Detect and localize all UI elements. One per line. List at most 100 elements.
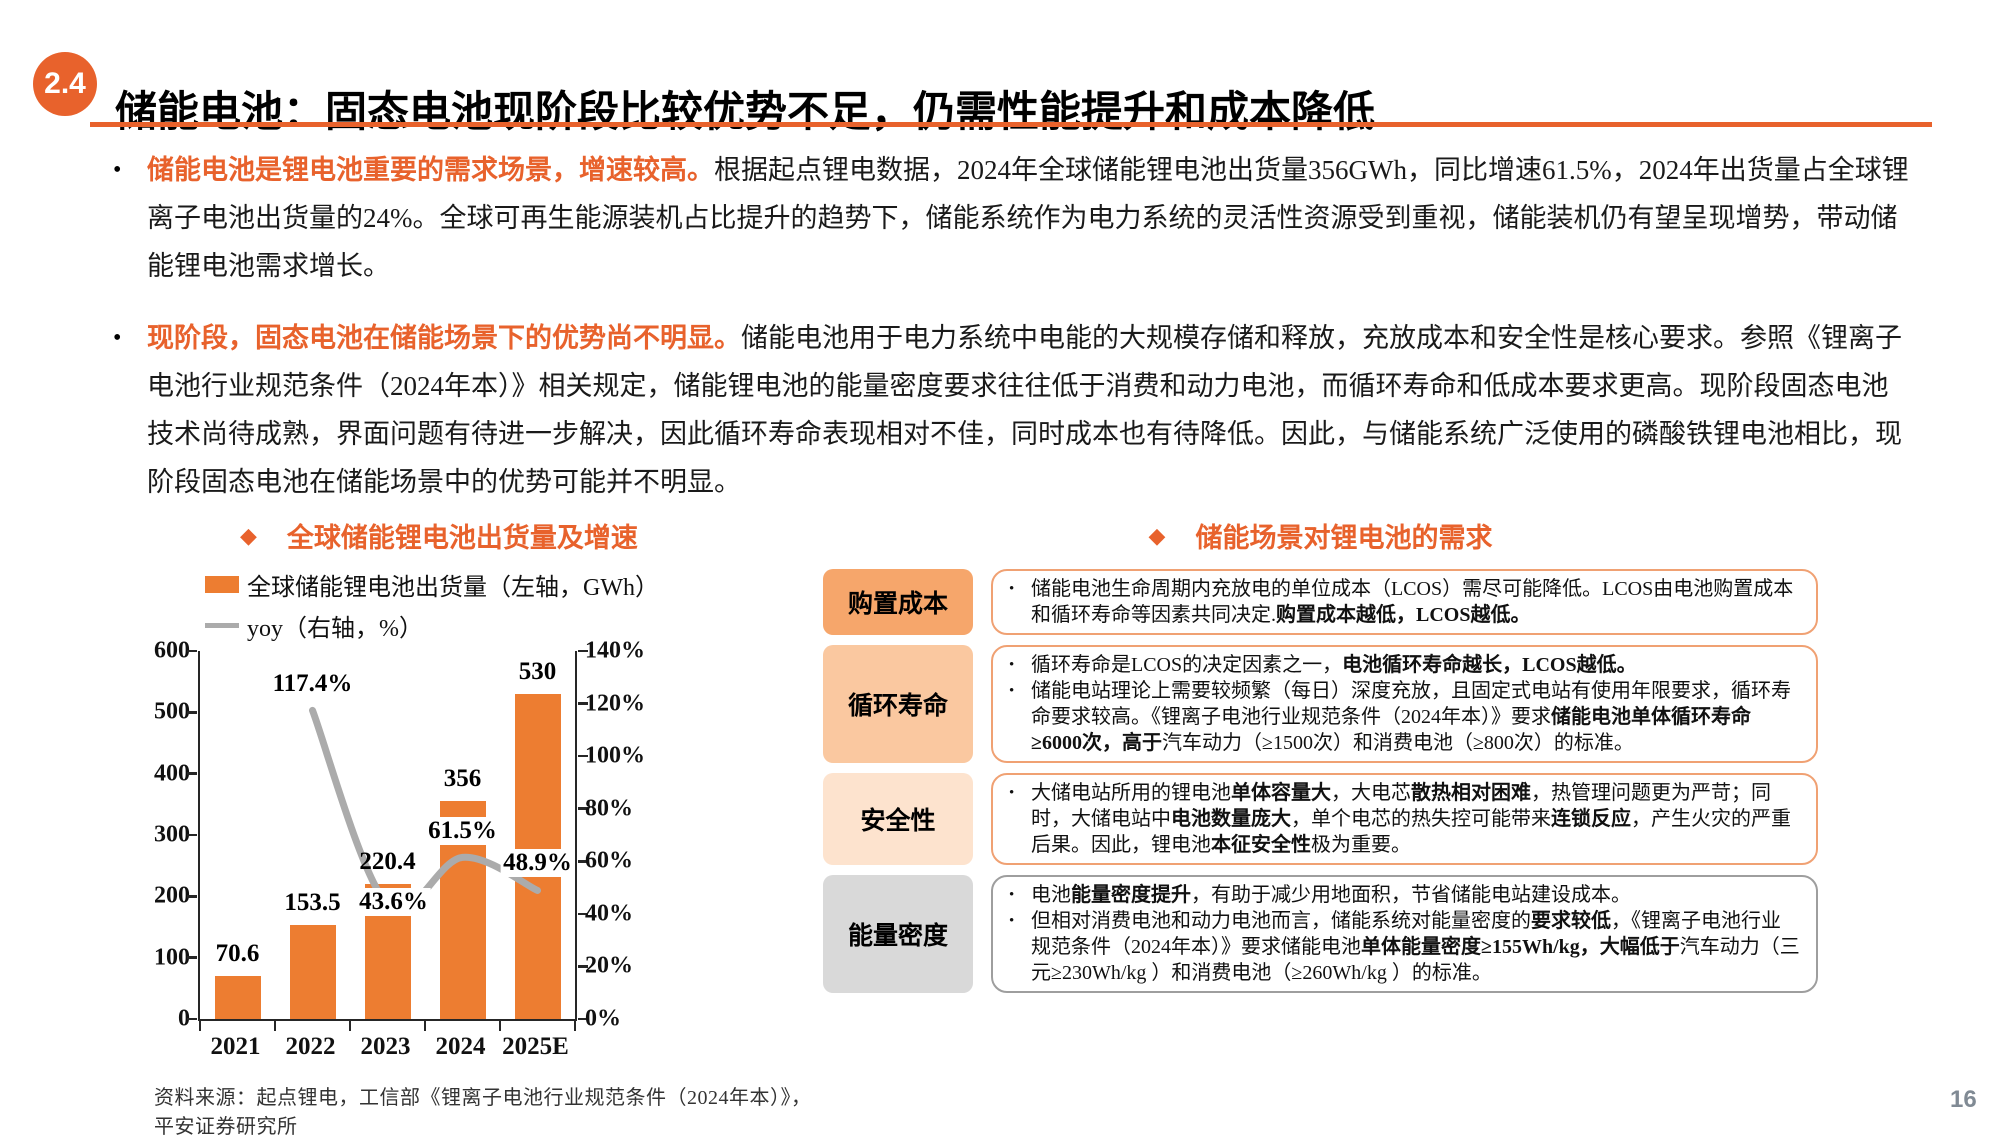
bullet-dot-icon: • — [1009, 657, 1015, 673]
row-content: • 循环寿命是LCOS的决定因素之一，电池循环寿命越长，LCOS越低。 • 储能电站理… — [991, 645, 1818, 763]
bullet-dot-icon: • — [1009, 887, 1015, 903]
y-tick-label: 100% — [585, 742, 645, 769]
tick-mark — [578, 754, 588, 758]
bar — [214, 975, 261, 1019]
panel-bullet: • 储能电站理论上需要较频繁（每日）深度充放，且固定式电站有使用年限要求，循环寿命… — [1009, 678, 1800, 756]
panel-rows: 购置成本 • 储能电池生命周期内充放电的单位成本（LCOS）需尽可能降低。LCOS由… — [823, 569, 1818, 993]
tick-mark — [578, 860, 588, 863]
tick-mark — [578, 965, 588, 968]
panel-row: 购置成本 • 储能电池生命周期内充放电的单位成本（LCOS）需尽可能降低。LCOS由… — [823, 569, 1818, 635]
y-tick-label: 400 — [154, 760, 190, 787]
yoy-value-label: 61.5% — [425, 817, 500, 846]
tick-mark — [348, 1021, 352, 1031]
tick-mark — [187, 711, 197, 714]
tick-mark — [187, 772, 197, 775]
bullet-dot-icon: • — [1009, 683, 1015, 699]
panel-title: ◆ 储能场景对锂电池的需求 — [823, 516, 1818, 555]
x-axis-labels: 2021 2022 2023 2024 2025E — [198, 1033, 573, 1061]
y-tick-label: 100 — [154, 944, 190, 971]
diamond-icon: ◆ — [240, 522, 257, 548]
y-tick-label: 60% — [585, 847, 633, 874]
bar-value-label: 220.4 — [359, 847, 416, 875]
panel-bullet-text: 但相对消费电池和动力电池而言，储能系统对能量密度的要求较低，《锂离子电池行业规范… — [1031, 910, 1800, 984]
bullet-paragraph: • 现阶段，固态电池在储能场景下的优势尚不明显。储能电池用于电力系统中电能的大规… — [113, 314, 1913, 506]
y-tick-label: 120% — [585, 690, 645, 717]
y-tick-label: 0% — [585, 1005, 621, 1032]
tick-mark — [578, 702, 588, 705]
bar-value-label: 70.6 — [215, 939, 260, 967]
bullet-dot-icon: • — [1009, 581, 1015, 597]
tick-mark — [187, 1017, 197, 1021]
row-content: • 大储电站所用的锂电池单体容量大，大电芯散热相对困难，热管理问题更为严苛；同时，… — [991, 773, 1818, 865]
tick-mark — [578, 1017, 588, 1021]
yoy-value-label: 48.9% — [500, 849, 575, 878]
y-tick-label: 20% — [585, 952, 633, 979]
chart-title: ◆ 全球储能锂电池出货量及增速 — [240, 516, 830, 555]
tick-mark — [187, 649, 197, 653]
tick-mark — [273, 1021, 277, 1031]
panel-bullet-text: 循环寿命是LCOS的决定因素之一，电池循环寿命越长，LCOS越低。 — [1031, 654, 1637, 676]
yoy-value-label: 117.4% — [269, 670, 356, 699]
bullet-text: 现阶段，固态电池在储能场景下的优势尚不明显。储能电池用于电力系统中电能的大规模存… — [147, 323, 1902, 497]
tick-mark — [578, 807, 588, 810]
row-label: 安全性 — [823, 773, 973, 865]
y-tick-label: 300 — [154, 821, 190, 848]
page-number: 16 — [1950, 1086, 1977, 1113]
bullet-dot-icon: • — [113, 325, 122, 351]
x-tick-label: 2022 — [285, 1033, 336, 1060]
legend-item-bar: 全球储能锂电池出货量（左轴，GWh） — [205, 567, 830, 602]
line-swatch-icon — [205, 623, 239, 628]
x-tick-label: 2021 — [210, 1033, 261, 1060]
y-tick-label: 80% — [585, 795, 633, 822]
row-content: • 电池能量密度提升，有助于减少用地面积，节省储能电站建设成本。 • 但相对消费电池和… — [991, 875, 1818, 993]
bullet-dot-icon: • — [1009, 913, 1015, 929]
panel-bullet: • 电池能量密度提升，有助于减少用地面积，节省储能电站建设成本。 — [1009, 882, 1800, 908]
tick-mark — [187, 956, 197, 959]
panel-bullet-text: 大储电站所用的锂电池单体容量大，大电芯散热相对困难，热管理问题更为严苛；同时，大… — [1031, 782, 1791, 856]
legend-label: yoy（右轴，%） — [247, 616, 423, 642]
tick-mark — [187, 895, 197, 898]
chart-plot: 70.6 153.5 220.4 356 530 117.4% 43.6% 61.5% 48.9… — [187, 649, 588, 1031]
bullet-dot-icon: • — [113, 157, 122, 183]
panel-bullet: • 储能电池生命周期内充放电的单位成本（LCOS）需尽可能降低。LCOS由电池购置… — [1009, 576, 1800, 628]
header-divider — [90, 122, 1932, 127]
page-title: 储能电池：固态电池现阶段比较优势不足，仍需性能提升和成本降低 — [115, 90, 1376, 137]
source-note: 资料来源：起点锂电，工信部《锂离子电池行业规范条件（2024年本）》，平安证券研… — [154, 1087, 812, 1138]
tick-mark — [578, 912, 588, 916]
chart-legend: 全球储能锂电池出货量（左轴，GWh） yoy（右轴，%） — [205, 567, 830, 643]
y-axis-left: 0 100 200 300 400 500 600 — [140, 638, 198, 1032]
tick-mark — [578, 649, 588, 653]
y-tick-label: 40% — [585, 900, 633, 927]
x-tick-label: 2023 — [360, 1033, 411, 1060]
panel-row: 循环寿命 • 循环寿命是LCOS的决定因素之一，电池循环寿命越长，LCOS越低。 • 储… — [823, 645, 1818, 763]
panel-bullet: • 大储电站所用的锂电池单体容量大，大电芯散热相对困难，热管理问题更为严苛；同时，… — [1009, 780, 1800, 858]
yoy-value-label: 43.6% — [356, 888, 431, 917]
bullet-paragraph: • 储能电池是锂电池重要的需求场景，增速较高。根据起点锂电数据，2024年全球储… — [113, 146, 1913, 290]
chart-section: ◆ 全球储能锂电池出货量及增速 全球储能锂电池出货量（左轴，GWh） yoy（右… — [140, 516, 830, 1139]
bar-swatch-icon — [205, 576, 239, 593]
panel-bullet-text: 储能电站理论上需要较频繁（每日）深度充放，且固定式电站有使用年限要求，循环寿命要… — [1031, 680, 1791, 754]
y-tick-label: 140% — [585, 637, 645, 664]
bullet-text: 储能电池是锂电池重要的需求场景，增速较高。根据起点锂电数据，2024年全球储能锂… — [147, 155, 1909, 281]
y-tick-label: 500 — [154, 698, 190, 725]
legend-label: 全球储能锂电池出货量（左轴，GWh） — [247, 575, 659, 601]
diamond-icon: ◆ — [1148, 522, 1166, 548]
tick-mark — [187, 833, 197, 837]
bar — [289, 924, 336, 1019]
panel-bullet: • 循环寿命是LCOS的决定因素之一，电池循环寿命越长，LCOS越低。 — [1009, 652, 1800, 678]
panel-bullet-text: 电池能量密度提升，有助于减少用地面积，节省储能电站建设成本。 — [1031, 884, 1631, 906]
y-tick-label: 200 — [154, 882, 190, 909]
panel-title-text: 储能场景对锂电池的需求 — [1195, 523, 1493, 553]
tick-mark — [198, 1021, 202, 1031]
y-tick-label: 600 — [154, 637, 190, 664]
panel-row: 安全性 • 大储电站所用的锂电池单体容量大，大电芯散热相对困难，热管理问题更为严苛；… — [823, 773, 1818, 865]
panel-bullet-text: 储能电池生命周期内充放电的单位成本（LCOS）需尽可能降低。LCOS由电池购置成… — [1031, 578, 1794, 626]
x-tick-label: 2025E — [502, 1033, 569, 1060]
bar-value-label: 153.5 — [284, 888, 341, 916]
chart-area: 0 100 200 300 400 500 600 70.6 153.5 220.4 356 530… — [140, 638, 830, 1032]
y-tick-label: 0 — [178, 1005, 190, 1032]
panel-bullet: • 但相对消费电池和动力电池而言，储能系统对能量密度的要求较低，《锂离子电池行业规… — [1009, 908, 1800, 986]
section-number-badge: 2.4 — [33, 52, 97, 116]
row-label: 能量密度 — [823, 875, 973, 993]
tick-mark — [423, 1021, 427, 1031]
